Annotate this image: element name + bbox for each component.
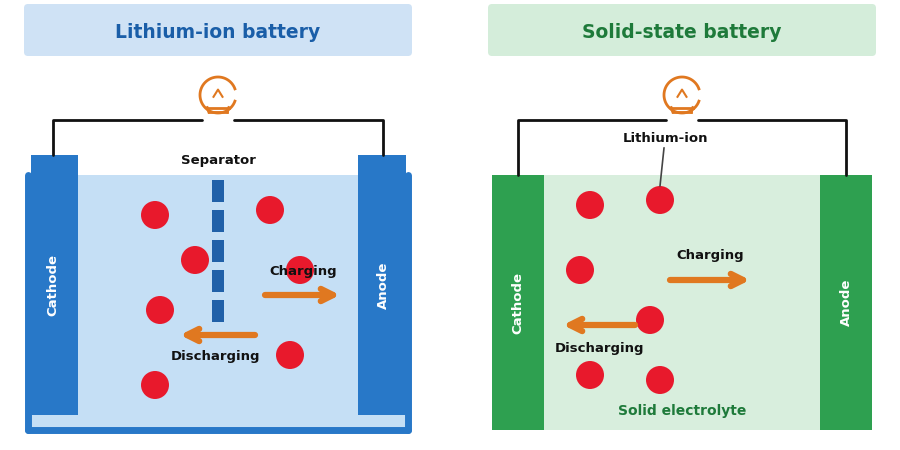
Circle shape xyxy=(141,371,169,399)
Bar xyxy=(212,180,224,202)
Circle shape xyxy=(646,186,674,214)
Text: Lithium-ion: Lithium-ion xyxy=(622,132,707,186)
Circle shape xyxy=(636,306,664,334)
Bar xyxy=(212,300,224,322)
Bar xyxy=(544,175,820,430)
Text: Charging: Charging xyxy=(269,265,337,278)
Text: Discharging: Discharging xyxy=(170,350,260,363)
Circle shape xyxy=(141,201,169,229)
Circle shape xyxy=(286,256,314,284)
Circle shape xyxy=(576,191,604,219)
FancyBboxPatch shape xyxy=(24,4,412,56)
Text: Cathode: Cathode xyxy=(47,254,59,316)
Circle shape xyxy=(181,246,209,274)
Text: Cathode: Cathode xyxy=(511,271,525,333)
Bar xyxy=(358,155,406,415)
Text: Anode: Anode xyxy=(840,279,852,326)
Bar xyxy=(212,270,224,292)
Text: Solid electrolyte: Solid electrolyte xyxy=(617,404,746,418)
Circle shape xyxy=(146,296,174,324)
Bar xyxy=(212,240,224,262)
Bar xyxy=(31,155,78,415)
Text: Lithium-ion battery: Lithium-ion battery xyxy=(115,22,320,41)
Circle shape xyxy=(566,256,594,284)
Bar xyxy=(492,175,872,430)
Text: Anode: Anode xyxy=(376,261,390,309)
Bar xyxy=(212,210,224,232)
Text: Separator: Separator xyxy=(181,154,256,167)
Circle shape xyxy=(256,196,284,224)
FancyBboxPatch shape xyxy=(488,4,876,56)
Text: Charging: Charging xyxy=(676,249,743,262)
Text: Solid-state battery: Solid-state battery xyxy=(582,22,782,41)
Circle shape xyxy=(646,366,674,394)
Text: Discharging: Discharging xyxy=(555,342,644,355)
Circle shape xyxy=(276,341,304,369)
Circle shape xyxy=(576,361,604,389)
Bar xyxy=(31,175,406,430)
